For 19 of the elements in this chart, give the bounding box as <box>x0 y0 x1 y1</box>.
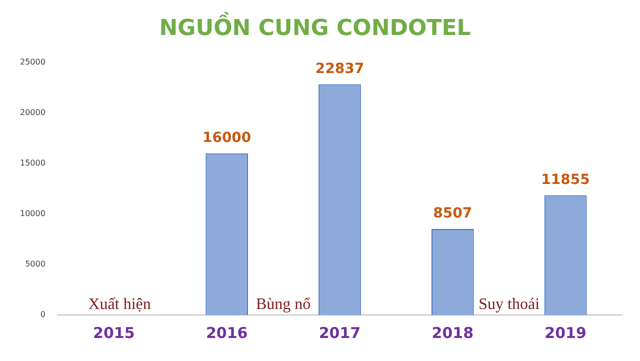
annotation: Xuất hiện <box>88 296 151 314</box>
chart-title: NGUỒN CUNG CONDOTEL <box>159 10 471 41</box>
x-tick-label: 2018 <box>432 324 474 342</box>
data-label: 11855 <box>541 172 590 188</box>
y-tick-label: 15000 <box>20 158 46 168</box>
x-tick-label: 2016 <box>206 324 248 342</box>
data-label: 22837 <box>315 60 364 77</box>
y-tick-label: 5000 <box>25 260 46 269</box>
data-label: 8507 <box>433 206 472 222</box>
x-tick-label: 2017 <box>318 324 361 342</box>
x-tick-label: 2019 <box>544 324 586 342</box>
annotation: Suy thoái <box>478 296 540 314</box>
y-tick-label: 20000 <box>20 108 46 117</box>
y-tick-label: 0 <box>40 310 46 320</box>
y-tick-label: 10000 <box>20 209 46 218</box>
data-label: 16000 <box>202 130 252 146</box>
annotation: Bùng nổ <box>256 296 311 314</box>
y-tick-label: 25000 <box>20 57 46 66</box>
x-tick-label: 2015 <box>93 324 135 342</box>
